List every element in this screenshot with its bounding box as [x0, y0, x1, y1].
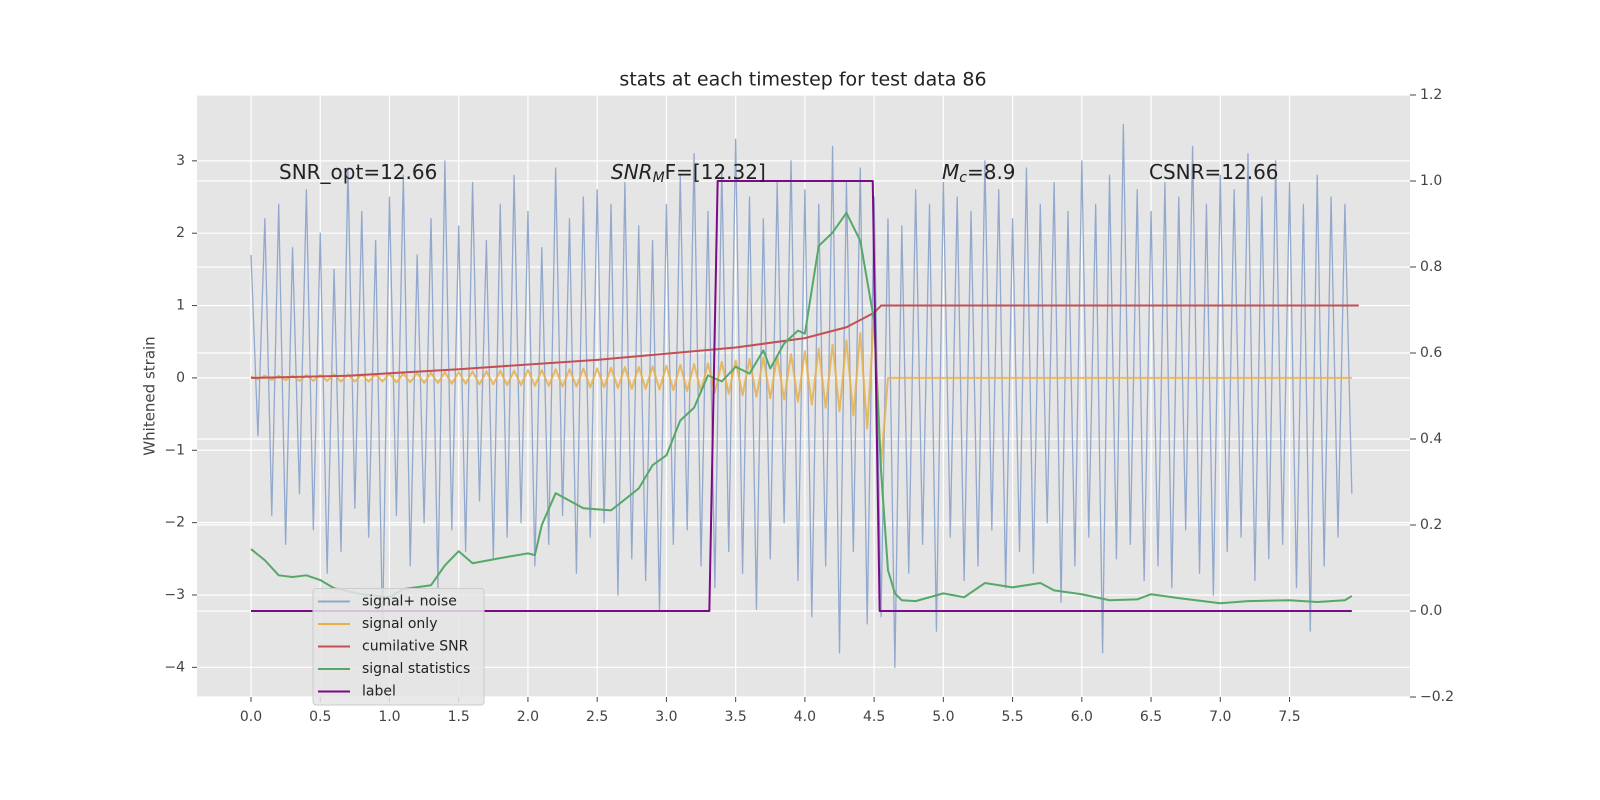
x-tick-label: 5.5 [1001, 709, 1023, 725]
legend: signal+ noise signal only cumilative SNR si… [312, 588, 485, 706]
legend-label: signal statistics [362, 661, 470, 677]
legend-box [312, 588, 485, 706]
y-tick-label: 1 [176, 298, 185, 314]
series-line [250, 211, 1353, 605]
lines [250, 124, 1359, 668]
y-tick-label: −1 [164, 442, 185, 458]
annotation-rest: F=[12.32] [665, 160, 766, 184]
x-tick-label: 2.0 [517, 709, 539, 725]
axes: 0.0 0.5 1.0 1.5 2.0 2.5 3.0 3.5 4.0 4.5 5.0 5.5 6.0 6… [164, 87, 1454, 725]
legend-label: cumilative SNR [362, 639, 469, 655]
x-tick-label: 6.0 [1071, 709, 1093, 725]
x-tick-label: 3.0 [655, 709, 677, 725]
x-tick-label: 2.5 [586, 709, 608, 725]
annotation-text: SNR_opt=12.66 [279, 160, 437, 184]
y2-tick-label: 0.4 [1420, 431, 1442, 447]
annotation-text: SNR [611, 160, 653, 184]
x-tick-label: 4.0 [794, 709, 816, 725]
annotation: Mc=8.9 [942, 160, 1016, 187]
y-axis-label: Whitened strain [141, 336, 159, 455]
annotations: SNR_opt=12.66 SNRMF=[12.32] Mc=8.9 CSNR=12.… [279, 160, 1279, 187]
series-line [250, 124, 1353, 668]
annotation: SNRMF=[12.32] [611, 160, 766, 187]
annotation-rest: =8.9 [967, 160, 1016, 184]
annotation: CSNR=12.66 [1149, 160, 1279, 184]
annotation-sub: M [653, 170, 665, 186]
y2-tick-label: 0.6 [1420, 345, 1442, 361]
y-tick-label: −3 [164, 587, 185, 603]
annotation-text: CSNR=12.66 [1149, 160, 1279, 184]
y-tick-label: 0 [176, 370, 185, 386]
annotation: SNR_opt=12.66 [279, 160, 437, 184]
legend-label: signal only [362, 616, 437, 632]
x-tick-label: 3.5 [725, 709, 747, 725]
y2-tick-label: 1.2 [1420, 87, 1442, 103]
x-tick-label: 6.5 [1140, 709, 1162, 725]
x-tick-label: 4.5 [863, 709, 885, 725]
y-tick-label: 3 [176, 153, 185, 169]
series-line [250, 315, 1352, 466]
annotation-text: M [942, 160, 959, 184]
y-tick-label: 2 [176, 225, 185, 241]
y-tick-label: −4 [164, 659, 185, 675]
legend-label: signal+ noise [362, 594, 457, 610]
chart-title: stats at each timestep for test data 86 [619, 69, 986, 91]
x-tick-label: 5.0 [932, 709, 954, 725]
x-tick-label: 1.0 [378, 709, 400, 725]
x-tick-label: 0.5 [309, 709, 331, 725]
annotation-sub: c [959, 170, 967, 186]
x-tick-label: 7.0 [1209, 709, 1231, 725]
y2-tick-label: 0.0 [1420, 603, 1442, 619]
series-line [250, 304, 1359, 379]
x-tick-label: 1.5 [448, 709, 470, 725]
x-tick-label: 7.5 [1278, 709, 1300, 725]
y2-tick-label: 0.8 [1420, 259, 1442, 275]
series-line [251, 180, 1352, 612]
y2-tick-label: 1.0 [1420, 173, 1442, 189]
legend-label: label [362, 684, 396, 700]
y-tick-label: −2 [164, 515, 185, 531]
y2-tick-label: −0.2 [1420, 689, 1454, 705]
x-tick-label: 0.0 [240, 709, 262, 725]
y2-tick-label: 0.2 [1420, 517, 1442, 533]
